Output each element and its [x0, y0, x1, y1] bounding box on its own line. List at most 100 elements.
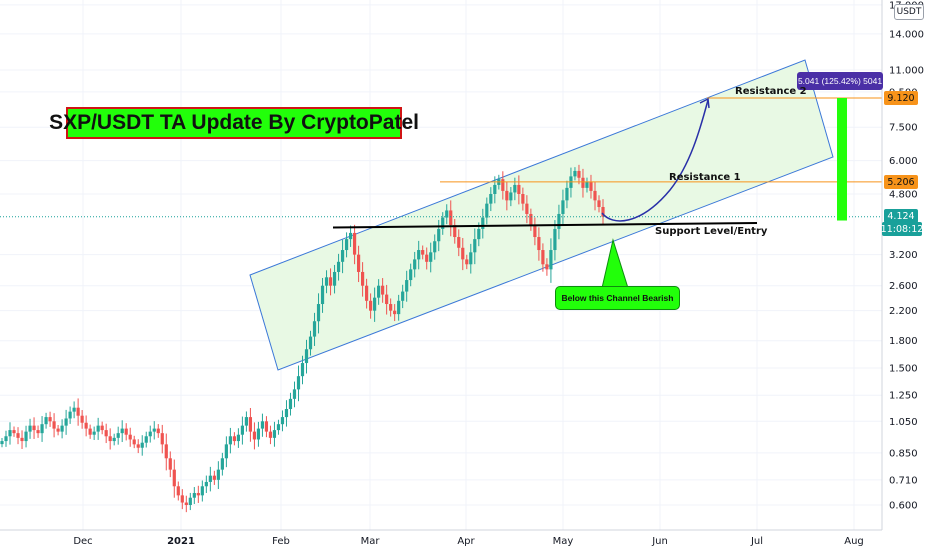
callout-pointer [601, 238, 629, 289]
time-axis[interactable]: Dec 2021 Feb Mar Apr May Jun Jul Aug [73, 536, 863, 547]
candle-body [441, 217, 445, 229]
candle-body [336, 261, 341, 272]
candle-body [401, 291, 405, 301]
support-label: Support Level/Entry [655, 226, 768, 237]
price-tick-label: 14.000 [889, 29, 924, 40]
resistance-2-label: Resistance 2 [735, 86, 807, 97]
resistance-1-price-tag: 5.206 [884, 175, 918, 189]
candle-body [300, 363, 305, 377]
candle-body [168, 458, 172, 470]
candle-body [409, 269, 413, 281]
candle-body [284, 409, 289, 418]
price-tick-label: 7.500 [889, 123, 918, 134]
candle-body [88, 428, 92, 435]
candle-body [92, 431, 96, 435]
candle-body [525, 203, 529, 214]
candle-body [96, 425, 100, 432]
candle-body [64, 418, 68, 426]
candle-body [593, 190, 597, 201]
candle-body [601, 207, 605, 217]
candle-body [597, 200, 601, 208]
price-tick-label: 0.600 [889, 501, 918, 512]
candle-body [76, 407, 80, 416]
current-price-tag: 4.124 [884, 209, 918, 223]
candle-body [537, 237, 541, 251]
candles [0, 164, 605, 513]
candle-body [200, 486, 204, 496]
time-tick-label: Feb [272, 536, 290, 547]
currency-label[interactable]: USDT [894, 4, 924, 20]
resistance-2-price-tag: 9.120 [884, 91, 918, 105]
candle-body [561, 200, 565, 214]
candle-body [224, 444, 228, 459]
candle-body [545, 264, 549, 270]
candle-body [160, 433, 164, 445]
candle-body [172, 469, 176, 487]
candle-body [120, 428, 124, 434]
candle-body [40, 424, 44, 434]
price-tick-label: 1.500 [889, 363, 918, 374]
candle-body [20, 437, 24, 442]
price-tick-label: 3.200 [889, 250, 918, 261]
candle-body [0, 441, 4, 445]
candle-body [557, 213, 561, 229]
time-tick-label: Jul [750, 536, 763, 547]
candle-body [136, 444, 140, 448]
candle-body [60, 425, 64, 432]
candle-body [553, 228, 557, 251]
candle-body [220, 458, 224, 470]
candle-body [100, 425, 104, 431]
target-range-bar [837, 98, 847, 221]
candle-body [529, 213, 533, 226]
candle-body [421, 250, 425, 255]
candle-body [324, 277, 329, 286]
candle-body [449, 210, 453, 226]
ascending-channel [249, 59, 834, 371]
candle-body [397, 300, 401, 315]
candle-body [52, 421, 56, 429]
candle-body [340, 250, 345, 262]
candle-body [248, 417, 253, 432]
candle-body [433, 241, 437, 253]
projection-arrow [601, 99, 709, 222]
support-line [332, 222, 758, 229]
candle-body [8, 430, 12, 437]
candle-body [361, 271, 365, 286]
candle-body [256, 428, 261, 440]
candle-body [369, 300, 373, 311]
candle-body [465, 259, 469, 265]
price-tick-label: 1.050 [889, 417, 918, 428]
candle-body [501, 179, 505, 191]
candle-body [140, 442, 144, 448]
price-tick-label: 0.710 [889, 475, 918, 486]
candle-body [413, 259, 417, 270]
price-tick-label: 0.850 [889, 448, 918, 459]
candle-body [429, 252, 433, 262]
candle-body [312, 321, 317, 337]
arrow-head [699, 97, 710, 109]
candle-body [80, 415, 84, 423]
candle-body [348, 232, 353, 240]
candle-body [152, 428, 156, 432]
candle-body [445, 210, 449, 218]
candle-body [72, 407, 76, 412]
bearish-callout: Below this Channel Bearish [555, 286, 680, 310]
candle-body [276, 424, 281, 431]
candle-body [589, 182, 593, 191]
candle-body [112, 437, 116, 442]
candle-body [565, 187, 569, 201]
candle-body [453, 225, 457, 238]
candle-body [180, 495, 184, 503]
chart-title-banner: SXP/USDT TA Update By CryptoPatel [49, 107, 419, 139]
time-axis-background [0, 530, 932, 550]
candle-body [280, 417, 285, 425]
candle-body [344, 239, 349, 251]
candle-body [316, 304, 321, 322]
candle-body [373, 297, 377, 311]
candle-body [184, 502, 188, 505]
candle-body [517, 184, 521, 194]
candle-body [389, 304, 393, 311]
candle-body [176, 486, 180, 496]
time-tick-label: Mar [361, 536, 381, 547]
